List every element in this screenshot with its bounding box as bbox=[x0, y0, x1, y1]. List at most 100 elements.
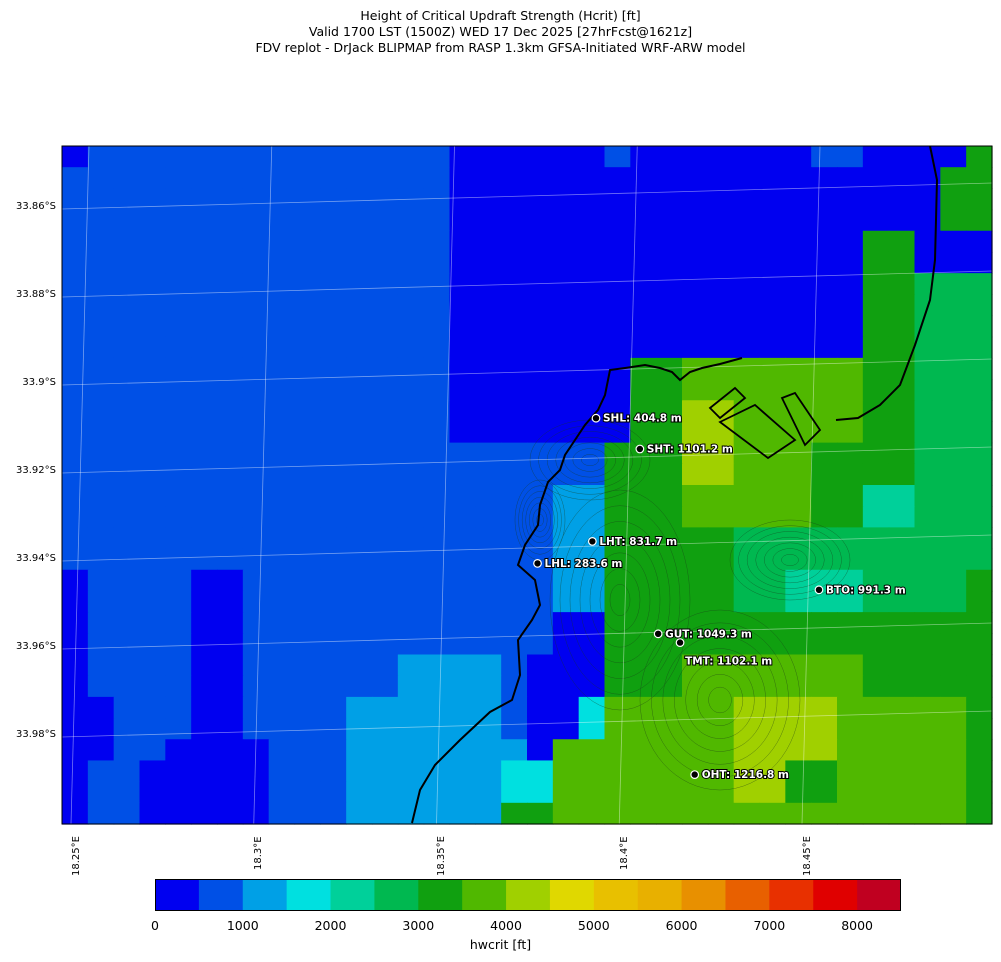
field-cell bbox=[191, 760, 218, 783]
field-cell bbox=[87, 781, 115, 804]
field-cell bbox=[320, 400, 347, 423]
colorbar-swatch bbox=[593, 879, 639, 911]
field-cell bbox=[837, 209, 864, 232]
field-cell bbox=[811, 357, 838, 380]
field-cell bbox=[914, 167, 941, 189]
field-cell bbox=[527, 442, 554, 465]
field-cell bbox=[475, 167, 502, 189]
field-cell bbox=[656, 167, 683, 189]
field-cell bbox=[656, 400, 683, 423]
field-cell bbox=[707, 442, 735, 465]
field-cell bbox=[217, 188, 244, 211]
field-cell bbox=[242, 379, 270, 401]
contour-line bbox=[729, 519, 851, 601]
field-cell bbox=[320, 379, 347, 401]
field-cell bbox=[759, 315, 786, 338]
field-cell bbox=[862, 336, 890, 359]
field-cell bbox=[656, 696, 683, 719]
contour-line bbox=[559, 505, 681, 695]
field-cell bbox=[707, 696, 735, 719]
field-cell bbox=[682, 400, 709, 423]
field-cell bbox=[294, 739, 321, 762]
field-cell bbox=[888, 718, 916, 740]
colorbar-tick: 5000 bbox=[577, 918, 610, 933]
field-cell bbox=[191, 590, 218, 613]
field-cell bbox=[527, 569, 554, 592]
field-cell bbox=[372, 590, 399, 613]
station-label-bto: BTO: 991.3 m bbox=[826, 584, 906, 596]
hcrit-field bbox=[62, 146, 993, 825]
field-cell bbox=[630, 548, 657, 571]
station-marker-bto bbox=[814, 585, 824, 595]
field-cell bbox=[811, 739, 838, 762]
field-cell bbox=[811, 146, 838, 168]
field-cell bbox=[139, 463, 166, 486]
field-cell bbox=[862, 167, 890, 189]
field-cell bbox=[630, 336, 657, 359]
field-cell bbox=[87, 251, 115, 274]
field-cell bbox=[139, 739, 166, 762]
field-cell bbox=[862, 209, 890, 232]
field-cell bbox=[785, 251, 812, 274]
field-cell bbox=[113, 590, 141, 613]
field-cell bbox=[397, 146, 425, 168]
lat-label: 33.9°S bbox=[22, 377, 56, 388]
field-cell bbox=[346, 633, 373, 656]
field-cell bbox=[242, 485, 270, 507]
field-cell bbox=[888, 421, 916, 444]
field-cell bbox=[914, 421, 941, 444]
field-cell bbox=[372, 273, 399, 295]
field-cell bbox=[888, 506, 916, 528]
field-cell bbox=[733, 739, 761, 762]
field-cell bbox=[242, 548, 270, 571]
field-cell bbox=[888, 463, 916, 486]
field-cell bbox=[191, 230, 218, 253]
field-cell bbox=[837, 357, 864, 380]
field-cell bbox=[62, 760, 89, 783]
field-cell bbox=[811, 696, 838, 719]
field-cell bbox=[113, 781, 141, 804]
field-cell bbox=[682, 506, 709, 528]
field-cell bbox=[759, 485, 786, 507]
field-cell bbox=[346, 294, 373, 317]
field-cell bbox=[552, 675, 580, 698]
field-cell bbox=[656, 781, 683, 804]
field-cell bbox=[707, 336, 735, 359]
field-cell bbox=[656, 379, 683, 401]
coastline bbox=[835, 145, 939, 421]
field-cell bbox=[604, 463, 631, 486]
field-cell bbox=[759, 633, 786, 656]
field-cell bbox=[191, 548, 218, 571]
field-cell bbox=[656, 357, 683, 380]
field-cell bbox=[217, 548, 244, 571]
field-cell bbox=[759, 421, 786, 444]
field-cell bbox=[62, 612, 89, 634]
field-cell bbox=[940, 675, 967, 698]
field-cell bbox=[527, 273, 554, 295]
field-cell bbox=[862, 654, 890, 677]
field-cell bbox=[656, 485, 683, 507]
field-cell bbox=[113, 802, 141, 825]
field-cell bbox=[604, 379, 631, 401]
field-cell bbox=[578, 357, 606, 380]
field-cell bbox=[165, 802, 192, 825]
field-cell bbox=[759, 442, 786, 465]
field-cell bbox=[242, 336, 270, 359]
field-cell bbox=[139, 527, 166, 550]
field-cell bbox=[475, 251, 502, 274]
field-cell bbox=[837, 781, 864, 804]
field-cell bbox=[139, 251, 166, 274]
field-cell bbox=[62, 633, 89, 656]
field-cell bbox=[966, 527, 993, 550]
field-cell bbox=[759, 590, 786, 613]
field-cell bbox=[217, 612, 244, 634]
field-cell bbox=[191, 506, 218, 528]
field-cell bbox=[578, 315, 606, 338]
field-cell bbox=[397, 273, 425, 295]
field-cell bbox=[837, 463, 864, 486]
field-cell bbox=[966, 463, 993, 486]
field-cell bbox=[501, 209, 528, 232]
field-cell bbox=[423, 612, 451, 634]
colorbar-swatch bbox=[725, 879, 770, 911]
field-cell bbox=[682, 442, 709, 465]
